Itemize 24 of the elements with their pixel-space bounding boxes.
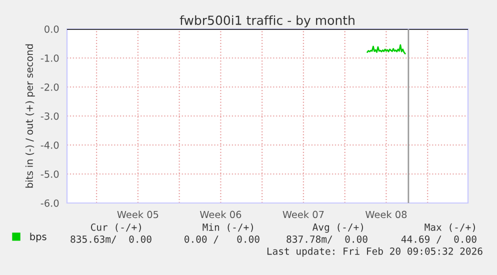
legend-label: bps: [30, 232, 46, 242]
text: Cur (-/+): [90, 223, 141, 232]
x-tick-label: Week 07: [282, 210, 324, 218]
text: Avg (-/+): [312, 223, 363, 233]
text: 837.78m/ 0.00: [286, 235, 368, 244]
text: Max (-/+): [424, 223, 475, 232]
y-tick-label: 0.0: [44, 25, 59, 33]
text: Last update: Fri Feb 20 09:05:32 2026: [267, 247, 482, 257]
y-tick-label: -6.0: [40, 199, 59, 207]
y-tick-label: -5.0: [40, 170, 59, 178]
y-tick-label: -1.0: [40, 54, 59, 62]
text: Min (-/+): [202, 223, 253, 232]
line-series: [366, 44, 406, 54]
y-tick-label: -4.0: [40, 141, 59, 149]
y-tick-label: -2.0: [40, 83, 59, 91]
text: 44.69 / 0.00: [401, 235, 476, 244]
x-tick-label: Week 06: [200, 210, 242, 218]
chart-title: fwbr500i1 traffic - by month: [180, 15, 354, 28]
y-axis-title: bits in (-) / out (+) per second: [25, 44, 35, 188]
x-tick-label: Week 05: [117, 210, 158, 218]
text: 0.00 / 0.00: [184, 235, 260, 244]
text: 835.63m/ 0.00: [70, 235, 152, 244]
y-tick-label: -3.0: [40, 112, 59, 120]
x-tick-label: Week 08: [366, 210, 407, 218]
